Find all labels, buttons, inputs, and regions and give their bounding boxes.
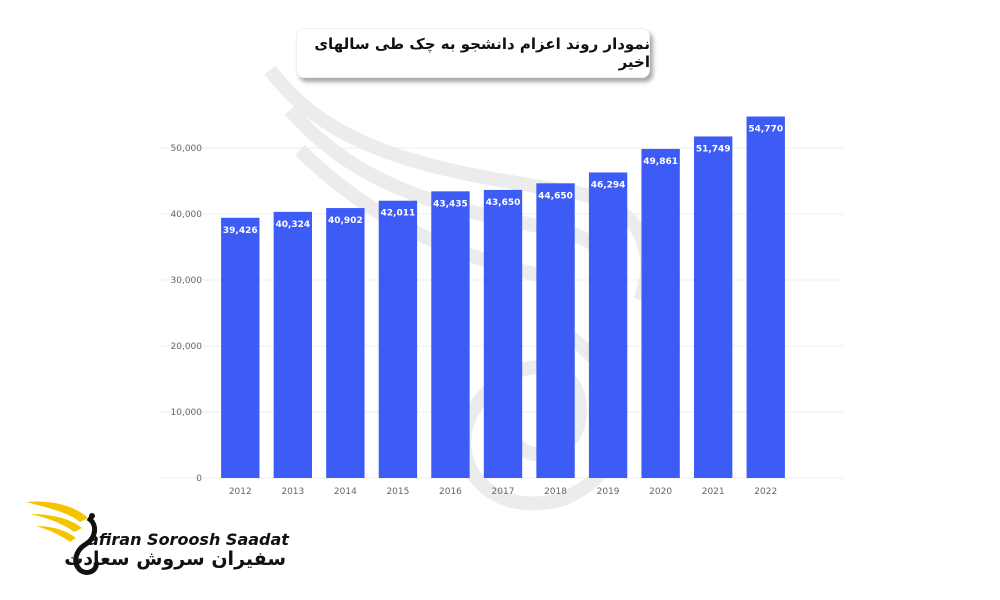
chart-title: نمودار روند اعزام دانشجو به چک طی سالهای… [314,35,650,71]
bar [431,191,470,479]
bar [588,172,628,478]
y-tick-label: 30,000 [171,276,203,286]
x-tick-label: 2017 [492,487,515,497]
y-tick-label: 20,000 [171,342,203,352]
bar-value-label: 40,902 [328,216,363,226]
y-tick-label: 0 [196,474,202,484]
bar-value-label: 44,650 [538,191,573,201]
x-tick-label: 2014 [334,487,357,497]
bar [273,211,312,478]
bar [326,208,365,478]
x-tick-label: 2020 [649,487,672,497]
bar [694,136,733,478]
x-tick-label: 2018 [544,487,567,497]
y-tick-label: 10,000 [171,408,203,418]
bar [483,189,523,478]
company-logo: afiran Soroosh Saadat سفیران سروش سعادت [18,492,298,582]
x-tick-label: 2019 [597,487,620,497]
x-tick-label: 2012 [229,487,252,497]
bar-value-label: 46,294 [591,180,626,190]
bar-value-label: 43,435 [433,199,468,209]
bar [378,200,418,478]
bar [536,183,575,478]
bar-value-label: 54,770 [748,125,783,135]
x-tick-label: 2022 [754,487,777,497]
x-tick-label: 2016 [439,487,462,497]
logo-persian-text: سفیران سروش سعادت [64,548,286,570]
bar-value-label: 43,650 [486,198,521,208]
bar [746,116,785,478]
chart-title-box: نمودار روند اعزام دانشجو به چک طی سالهای… [296,28,650,78]
bar [641,148,680,478]
y-tick-label: 40,000 [171,210,203,220]
logo-latin-text: afiran Soroosh Saadat [88,530,289,549]
bar [221,217,260,479]
bar-value-label: 39,426 [223,226,258,236]
bar-value-label: 42,011 [381,209,416,219]
y-tick-label: 50,000 [171,144,203,154]
wing-logo-icon [26,501,99,575]
bar-value-label: 51,749 [696,144,731,154]
x-tick-label: 2013 [281,487,304,497]
bar-value-label: 49,861 [643,157,678,167]
bar-value-label: 40,324 [275,220,310,230]
x-tick-label: 2015 [386,487,409,497]
x-tick-label: 2021 [702,487,725,497]
